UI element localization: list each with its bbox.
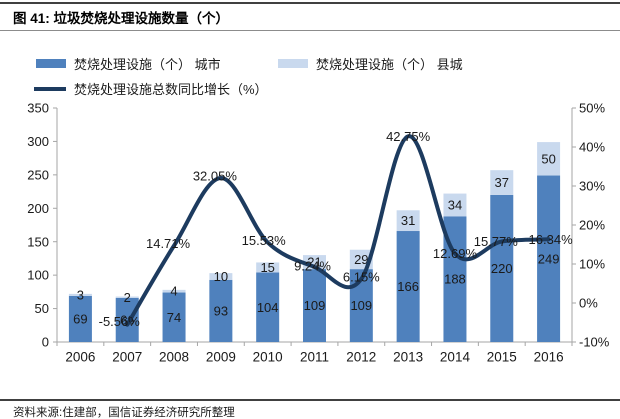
x-axis-year-label: 2010 — [253, 350, 283, 365]
bar-county-2007 — [115, 296, 139, 298]
bar-label-city-2011: 109 — [304, 298, 326, 313]
bar-county-2015 — [490, 170, 514, 195]
bar-city-2007 — [115, 297, 139, 342]
legend-item-city: 焚烧处理设施（个） 城市 — [36, 54, 221, 73]
bar-county-2016 — [537, 142, 561, 176]
right-axis-tick-label: -10% — [579, 335, 610, 350]
legend-label-county: 焚烧处理设施（个） 县城 — [316, 57, 463, 72]
bar-city-2011 — [303, 269, 326, 342]
bar-city-2012 — [349, 269, 373, 342]
left-axis-tick-label: 350 — [27, 101, 49, 116]
x-axis-year-label: 2008 — [159, 350, 189, 365]
bar-label-county-2015: 37 — [495, 175, 509, 190]
growth-label-2007: -5.56% — [99, 314, 141, 329]
legend-marker-growth-line — [34, 86, 66, 91]
bar-label-city-2006: 69 — [73, 311, 87, 326]
bar-county-2008 — [162, 289, 186, 293]
bar-city-2013 — [396, 231, 420, 342]
legend-item-growth: 焚烧处理设施总数同比增长（%） — [34, 79, 268, 98]
bar-label-city-2015: 220 — [491, 261, 513, 276]
source-note-bar: 资料来源:住建部，国信证券经济研究所整理 — [0, 399, 620, 419]
x-axis-year-label: 2007 — [112, 350, 142, 365]
right-axis-tick-label: 30% — [579, 179, 605, 194]
growth-label-2010: 15.53% — [242, 233, 287, 248]
bar-city-2008 — [162, 292, 186, 342]
bar-city-2009 — [209, 279, 233, 342]
bar-county-2009 — [209, 273, 233, 280]
bar-label-county-2007: 2 — [124, 290, 131, 305]
x-axis-year-label: 2009 — [206, 350, 236, 365]
growth-label-2014: 12.69% — [433, 246, 478, 261]
bar-label-county-2010: 15 — [260, 260, 274, 275]
legend-label-growth: 焚烧处理设施总数同比增长（%） — [74, 82, 268, 97]
left-axis-tick-label: 100 — [27, 268, 49, 283]
growth-labels: -5.56% 14.71% 32.05% 15.53% 9.24% 6.15% 42.75%… — [99, 129, 573, 329]
x-axis-year-label: 2006 — [65, 350, 95, 365]
left-axis-tick-label: 250 — [27, 167, 49, 182]
x-axis-year-label: 2012 — [346, 350, 376, 365]
growth-label-2011: 9.24% — [294, 259, 331, 274]
bar-label-county-2008: 4 — [170, 284, 177, 299]
source-note: 资料来源:住建部，国信证券经济研究所整理 — [13, 407, 235, 419]
growth-label-2015: 15.77% — [474, 234, 519, 249]
growth-label-2009: 32.05% — [193, 169, 238, 184]
left-axis-tick-label: 50 — [35, 301, 49, 316]
bar-label-city-2010: 104 — [257, 300, 279, 315]
x-axis-year-label: 2013 — [393, 350, 423, 365]
left-axis-tick-label: 150 — [27, 234, 49, 249]
bar-city-2010 — [256, 272, 280, 342]
bar-label-county-2009: 10 — [214, 269, 228, 284]
right-axis-tick-label: 50% — [579, 101, 605, 116]
bar-label-county-2012: 29 — [354, 252, 368, 267]
legend-label-city: 焚烧处理设施（个） 城市 — [74, 57, 221, 72]
bar-label-county-2013: 31 — [401, 213, 415, 228]
bar-city-2016 — [537, 175, 561, 342]
bar-label-city-2009: 93 — [214, 303, 228, 318]
growth-line — [125, 134, 551, 327]
legend-item-county: 焚烧处理设施（个） 县城 — [278, 54, 463, 73]
x-axis-year-label: 2015 — [487, 350, 517, 365]
left-axis-tick-label: 300 — [27, 134, 49, 149]
growth-label-2008: 14.71% — [146, 236, 191, 251]
right-axis-tick-label: 40% — [579, 140, 605, 155]
bar-county-2006 — [68, 293, 92, 296]
legend-marker-city-bar — [36, 59, 66, 68]
growth-label-2012: 6.15% — [343, 270, 380, 285]
bar-city-2015 — [490, 194, 514, 342]
bar-label-county-2006: 3 — [77, 287, 84, 302]
bar-label-county-2016: 50 — [541, 151, 555, 166]
bar-label-city-2013: 166 — [397, 279, 419, 294]
bar-label-city-2016: 249 — [538, 251, 560, 266]
bar-label-city-2012: 109 — [350, 298, 372, 313]
right-axis-tick-label: 10% — [579, 257, 605, 272]
x-axis-year-label: 2016 — [534, 350, 564, 365]
left-axis-tick-label: 0 — [42, 335, 49, 350]
bar-county-2013 — [396, 210, 420, 232]
bar-county-2014 — [443, 193, 467, 217]
figure-title: 图 41: 垃圾焚烧处理设施数量（个） — [0, 2, 620, 31]
legend-marker-county-bar — [278, 59, 308, 68]
bar-label-county-2014: 34 — [448, 197, 462, 212]
bar-label-city-2014: 188 — [444, 272, 466, 287]
growth-label-2013: 42.75% — [386, 129, 431, 144]
right-axis-tick-label: 20% — [579, 218, 605, 233]
right-axis-tick-label: 0% — [579, 296, 598, 311]
bar-label-city-2008: 74 — [167, 310, 181, 325]
bar-city-2006 — [68, 295, 92, 342]
left-axis-tick-label: 200 — [27, 201, 49, 216]
bar-county-2010 — [256, 262, 280, 273]
growth-label-2016: 16.34% — [529, 232, 574, 247]
axes: 050100150200250300350-10%0%10%20%30%40%5… — [27, 101, 609, 365]
x-axis-year-label: 2011 — [300, 350, 329, 365]
x-axis-year-label: 2014 — [440, 350, 471, 365]
